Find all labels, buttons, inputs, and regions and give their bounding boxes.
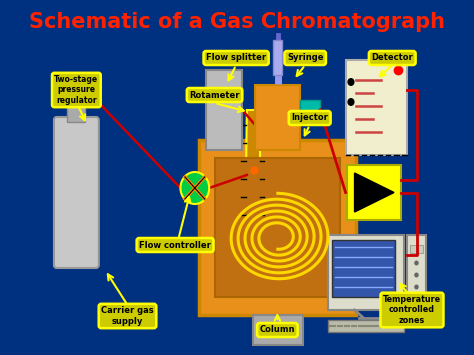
Bar — [328, 320, 404, 332]
Text: Flow controller: Flow controller — [139, 240, 211, 250]
Bar — [216, 158, 340, 297]
Bar — [255, 85, 300, 150]
Bar — [207, 70, 242, 150]
Circle shape — [82, 83, 95, 97]
Text: Flow splitter: Flow splitter — [206, 54, 266, 62]
Text: Rotameter: Rotameter — [189, 91, 240, 99]
Bar — [347, 165, 401, 220]
Text: Schematic of a Gas Chromatograph: Schematic of a Gas Chromatograph — [29, 12, 445, 32]
Text: Syringe: Syringe — [287, 54, 323, 62]
Circle shape — [181, 172, 209, 204]
Bar — [64, 94, 89, 102]
Circle shape — [347, 78, 355, 86]
Bar — [407, 235, 426, 310]
Bar — [410, 245, 423, 253]
Bar — [67, 100, 85, 122]
Text: Temperature
controlled
zones: Temperature controlled zones — [383, 295, 441, 325]
Text: Column: Column — [260, 326, 295, 334]
Bar — [253, 315, 303, 345]
Text: Detector: Detector — [371, 54, 413, 62]
Bar — [273, 40, 283, 75]
FancyBboxPatch shape — [54, 117, 99, 268]
Bar — [346, 60, 407, 155]
Polygon shape — [355, 173, 394, 212]
Circle shape — [347, 98, 355, 106]
Circle shape — [414, 273, 419, 278]
Bar — [328, 235, 404, 310]
Bar — [300, 100, 320, 120]
Bar — [199, 140, 356, 315]
Text: Carrier gas
supply: Carrier gas supply — [101, 306, 154, 326]
Circle shape — [414, 284, 419, 289]
Bar — [332, 240, 395, 297]
Circle shape — [72, 83, 84, 97]
Text: Two-stage
pressure
regulator: Two-stage pressure regulator — [55, 75, 99, 105]
Text: Injector: Injector — [291, 114, 328, 122]
Circle shape — [414, 261, 419, 266]
Polygon shape — [245, 110, 261, 240]
